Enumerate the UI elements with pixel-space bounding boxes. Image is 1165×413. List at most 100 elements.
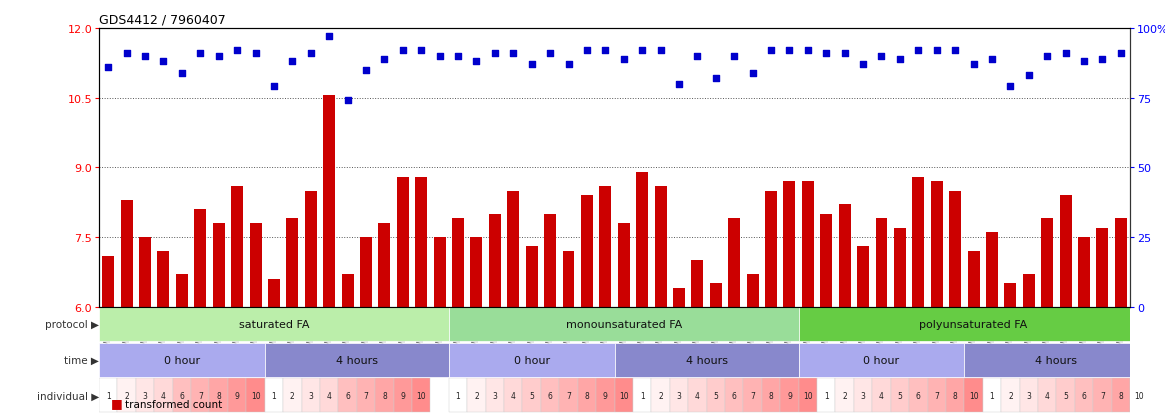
Bar bbox=[1130, 378, 1149, 412]
Bar bbox=[1004, 284, 1016, 307]
Text: ■: ■ bbox=[111, 411, 122, 413]
Text: 1: 1 bbox=[106, 391, 111, 400]
Bar bbox=[894, 228, 906, 307]
Point bbox=[486, 51, 504, 57]
Text: 1: 1 bbox=[271, 391, 276, 400]
Point bbox=[743, 70, 762, 77]
Text: 3: 3 bbox=[142, 391, 148, 400]
Bar bbox=[839, 205, 850, 307]
Bar bbox=[1096, 228, 1108, 307]
Text: 4: 4 bbox=[326, 391, 332, 400]
Bar bbox=[578, 378, 596, 412]
Bar bbox=[728, 219, 740, 307]
Point bbox=[762, 48, 781, 55]
Bar bbox=[743, 378, 762, 412]
Bar bbox=[725, 378, 743, 412]
Bar bbox=[1042, 219, 1053, 307]
Bar bbox=[323, 96, 336, 307]
Bar bbox=[1075, 378, 1093, 412]
Point bbox=[798, 48, 817, 55]
Bar bbox=[449, 378, 467, 412]
Text: 4: 4 bbox=[510, 391, 516, 400]
Text: 2: 2 bbox=[658, 391, 663, 400]
Point bbox=[835, 51, 854, 57]
Bar bbox=[139, 237, 151, 307]
Text: ■: ■ bbox=[111, 396, 122, 409]
Bar bbox=[633, 378, 651, 412]
Point bbox=[210, 53, 228, 60]
Bar bbox=[651, 378, 670, 412]
Text: 1: 1 bbox=[824, 391, 828, 400]
Point bbox=[375, 56, 394, 63]
Bar bbox=[965, 343, 1149, 377]
Text: 4: 4 bbox=[161, 391, 165, 400]
Text: 2: 2 bbox=[1008, 391, 1012, 400]
Bar bbox=[1038, 378, 1057, 412]
Bar bbox=[302, 378, 320, 412]
Text: 4: 4 bbox=[696, 391, 700, 400]
Text: 10: 10 bbox=[969, 391, 979, 400]
Text: 4: 4 bbox=[880, 391, 884, 400]
Bar bbox=[1111, 378, 1130, 412]
Point bbox=[689, 53, 707, 60]
Bar bbox=[191, 378, 210, 412]
Bar bbox=[781, 378, 799, 412]
Point bbox=[909, 48, 927, 55]
Text: 5: 5 bbox=[1064, 391, 1068, 400]
Bar bbox=[452, 219, 464, 307]
Text: 5: 5 bbox=[713, 391, 719, 400]
Bar bbox=[283, 378, 302, 412]
Text: 0 hour: 0 hour bbox=[514, 355, 550, 365]
Text: 7: 7 bbox=[198, 391, 203, 400]
Text: 0 hour: 0 hour bbox=[863, 355, 899, 365]
Bar bbox=[817, 378, 835, 412]
Point bbox=[154, 59, 172, 66]
Bar bbox=[449, 343, 614, 377]
Bar bbox=[415, 177, 428, 307]
Point bbox=[394, 48, 412, 55]
Bar bbox=[338, 378, 356, 412]
Bar bbox=[854, 378, 873, 412]
Bar bbox=[599, 186, 612, 307]
Bar bbox=[228, 378, 246, 412]
Bar bbox=[876, 219, 888, 307]
Text: 6: 6 bbox=[732, 391, 736, 400]
Bar bbox=[927, 378, 946, 412]
Bar bbox=[1023, 275, 1035, 307]
Text: 0 hour: 0 hour bbox=[164, 355, 200, 365]
Text: 6: 6 bbox=[345, 391, 350, 400]
Bar bbox=[394, 378, 412, 412]
Bar bbox=[655, 186, 666, 307]
Text: 8: 8 bbox=[1118, 391, 1123, 400]
Point bbox=[522, 62, 541, 68]
Point bbox=[246, 51, 264, 57]
Bar bbox=[264, 378, 283, 412]
Text: monounsaturated FA: monounsaturated FA bbox=[566, 320, 682, 330]
Bar bbox=[799, 343, 965, 377]
Text: individual ▶: individual ▶ bbox=[36, 390, 99, 400]
Text: 4 hours: 4 hours bbox=[336, 355, 377, 365]
Point bbox=[946, 48, 965, 55]
Text: 3: 3 bbox=[1026, 391, 1031, 400]
Bar bbox=[689, 378, 707, 412]
Bar bbox=[765, 191, 777, 307]
Bar bbox=[709, 284, 722, 307]
Bar bbox=[820, 214, 832, 307]
Bar bbox=[195, 209, 206, 307]
Bar bbox=[1060, 196, 1072, 307]
Bar bbox=[176, 275, 188, 307]
Bar bbox=[670, 378, 689, 412]
Text: 10: 10 bbox=[619, 391, 629, 400]
Point bbox=[504, 51, 523, 57]
Point bbox=[338, 98, 356, 104]
Bar bbox=[99, 378, 118, 412]
Point bbox=[1057, 51, 1075, 57]
Bar bbox=[983, 378, 1001, 412]
Bar bbox=[1057, 378, 1075, 412]
Point bbox=[890, 56, 909, 63]
Bar bbox=[544, 214, 556, 307]
Bar bbox=[486, 378, 504, 412]
Point bbox=[191, 51, 210, 57]
Text: 8: 8 bbox=[382, 391, 387, 400]
Text: 4 hours: 4 hours bbox=[685, 355, 728, 365]
